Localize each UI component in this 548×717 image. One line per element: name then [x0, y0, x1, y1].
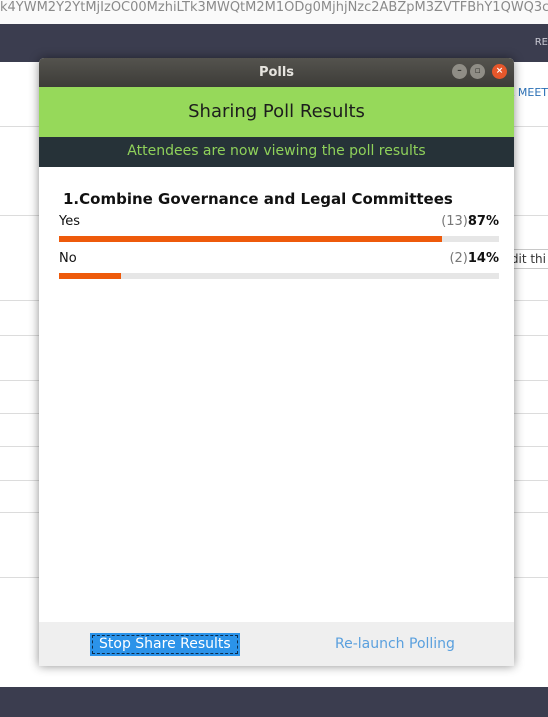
- answer-label-no: No: [59, 251, 77, 266]
- dialog-footer: Stop Share Results Re-launch Polling: [39, 622, 514, 666]
- maximize-icon[interactable]: ▫: [470, 64, 485, 79]
- minimize-icon[interactable]: –: [452, 64, 467, 79]
- dialog-title: Polls: [258, 65, 295, 80]
- answer-percent: 87%: [467, 214, 499, 229]
- close-icon[interactable]: ×: [492, 64, 507, 79]
- background-edit-button[interactable]: dit thi: [505, 249, 548, 269]
- dialog-titlebar[interactable]: Polls – ▫ ×: [39, 58, 514, 87]
- result-bar-yes: [59, 236, 499, 242]
- background-bottom-bar: [0, 687, 548, 717]
- polls-dialog: Polls – ▫ × Sharing Poll Results Attende…: [39, 58, 514, 666]
- answer-stats-no: (2)14%: [449, 251, 499, 266]
- answer-percent: 14%: [467, 251, 499, 266]
- background-top-bar: RE: [0, 24, 548, 62]
- result-bar-fill: [59, 273, 121, 279]
- stop-share-results-button[interactable]: Stop Share Results: [90, 633, 240, 656]
- result-bar-fill: [59, 236, 442, 242]
- background-url-text: k4YWM2Y2YtMjIzOC00MzhiLTk3MWQtM2M1ODg0Mj…: [0, 0, 548, 24]
- answer-count: (2): [449, 251, 468, 266]
- poll-question: 1.Combine Governance and Legal Committee…: [63, 190, 453, 208]
- answer-label-yes: Yes: [59, 214, 80, 229]
- relaunch-polling-button[interactable]: Re-launch Polling: [335, 636, 455, 652]
- result-bar-no: [59, 273, 499, 279]
- background-topbar-label[interactable]: RE: [534, 37, 548, 48]
- background-meeting-link[interactable]: A MEET: [506, 86, 548, 99]
- poll-header-title: Sharing Poll Results: [39, 87, 514, 137]
- answer-stats-yes: (13)87%: [441, 214, 499, 229]
- answer-count: (13): [441, 214, 468, 229]
- poll-status-message: Attendees are now viewing the poll resul…: [39, 137, 514, 167]
